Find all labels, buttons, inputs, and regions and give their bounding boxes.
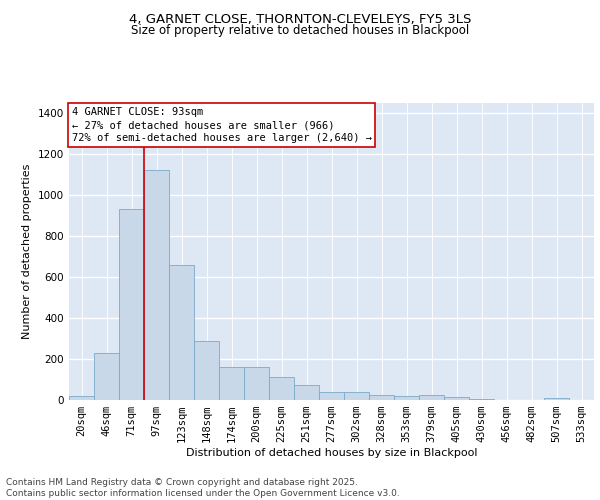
Bar bbox=[344, 392, 369, 400]
Bar bbox=[369, 395, 394, 400]
Bar bbox=[244, 367, 269, 400]
Bar bbox=[469, 399, 494, 400]
Bar bbox=[194, 340, 219, 400]
Bar bbox=[94, 353, 119, 400]
Bar bbox=[319, 392, 344, 400]
Text: 4, GARNET CLOSE, THORNTON-CLEVELEYS, FY5 3LS: 4, GARNET CLOSE, THORNTON-CLEVELEYS, FY5… bbox=[129, 12, 471, 26]
Bar bbox=[169, 264, 194, 400]
Bar bbox=[119, 209, 144, 400]
Bar bbox=[394, 396, 419, 400]
Bar bbox=[444, 397, 469, 400]
X-axis label: Distribution of detached houses by size in Blackpool: Distribution of detached houses by size … bbox=[186, 448, 477, 458]
Bar bbox=[544, 398, 569, 400]
Bar bbox=[269, 378, 294, 400]
Text: Size of property relative to detached houses in Blackpool: Size of property relative to detached ho… bbox=[131, 24, 469, 37]
Text: 4 GARNET CLOSE: 93sqm
← 27% of detached houses are smaller (966)
72% of semi-det: 4 GARNET CLOSE: 93sqm ← 27% of detached … bbox=[71, 107, 371, 144]
Bar bbox=[144, 170, 169, 400]
Text: Contains HM Land Registry data © Crown copyright and database right 2025.
Contai: Contains HM Land Registry data © Crown c… bbox=[6, 478, 400, 498]
Bar bbox=[69, 396, 94, 400]
Y-axis label: Number of detached properties: Number of detached properties bbox=[22, 164, 32, 339]
Bar bbox=[294, 384, 319, 400]
Bar bbox=[219, 367, 244, 400]
Bar bbox=[419, 395, 444, 400]
